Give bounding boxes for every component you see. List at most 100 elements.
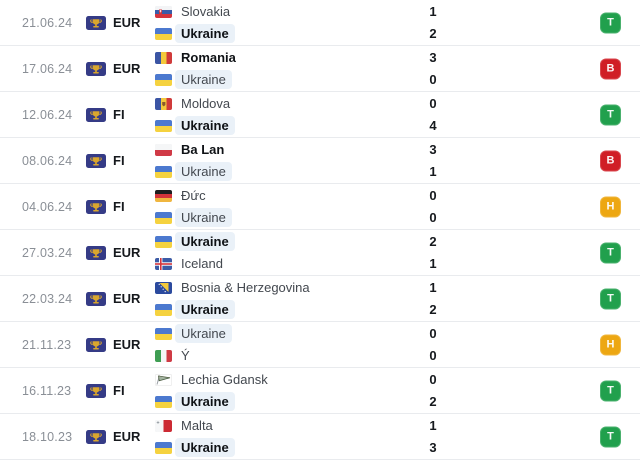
team-line: Ukraine 1: [155, 162, 441, 182]
team-score: 1: [429, 418, 437, 433]
team-name: Malta: [181, 418, 213, 433]
team-name: Ukraine: [175, 232, 235, 251]
team-line: Ukraine 0: [155, 324, 441, 344]
team-lines: Ukraine 2 Iceland 1: [155, 232, 441, 274]
romania-flag-icon: [155, 51, 172, 64]
match-date: 17.06.24: [22, 61, 73, 76]
ukraine-flag-icon: [155, 441, 172, 454]
team-lines: Đức 0 Ukraine 0: [155, 186, 441, 228]
result-badge: B: [600, 58, 621, 79]
team-score: 2: [429, 302, 437, 317]
team-score: 2: [429, 394, 437, 409]
match-date: 08.06.24: [22, 153, 73, 168]
ukraine-flag-icon: [155, 395, 172, 408]
trophy-icon: [86, 153, 106, 168]
trophy-icon: [86, 15, 106, 30]
team-line: Slovakia 1: [155, 2, 441, 22]
result-badge: T: [600, 426, 621, 447]
team-score: 0: [429, 326, 437, 341]
italy-flag-icon: [155, 349, 172, 362]
result-badge: H: [600, 334, 621, 355]
ukraine-flag-icon: [155, 211, 172, 224]
competition-label: EUR: [113, 429, 141, 444]
competition: EUR: [86, 337, 147, 352]
slovakia-flag-icon: [155, 5, 172, 18]
match-row[interactable]: 18.10.23 EUR Malta 1: [0, 414, 640, 460]
team-name: Đức: [181, 188, 206, 203]
result-badge: T: [600, 242, 621, 263]
result-badge: B: [600, 150, 621, 171]
trophy-icon: [86, 383, 106, 398]
team-lines: Ukraine 0 Ý 0: [155, 324, 441, 366]
match-row[interactable]: 27.03.24 EUR Ukraine 2: [0, 230, 640, 276]
team-line: Lechia Gdansk 0: [155, 370, 441, 390]
match-date: 18.10.23: [22, 429, 73, 444]
team-line: Ukraine 0: [155, 208, 441, 228]
team-score: 2: [429, 26, 437, 41]
competition-label: EUR: [113, 245, 141, 260]
team-score: 0: [429, 372, 437, 387]
match-row[interactable]: 21.06.24 EUR Slovakia 1: [0, 0, 640, 46]
competition: EUR: [86, 15, 147, 30]
result-badge: H: [600, 196, 621, 217]
result-badge: T: [600, 104, 621, 125]
team-score: 0: [429, 188, 437, 203]
ukraine-flag-icon: [155, 165, 172, 178]
team-line: Ukraine 2: [155, 300, 441, 320]
team-line: Iceland 1: [155, 254, 441, 274]
team-score: 0: [429, 96, 437, 111]
result-badge: T: [600, 12, 621, 33]
ukraine-flag-icon: [155, 327, 172, 340]
match-row[interactable]: 22.03.24 EUR Bosnia & Herzegovina 1: [0, 276, 640, 322]
match-row[interactable]: 16.11.23 FI Lechia Gdansk 0: [0, 368, 640, 414]
team-score: 4: [429, 118, 437, 133]
match-row[interactable]: 08.06.24 FI Ba Lan 3: [0, 138, 640, 184]
poland-flag-icon: [155, 143, 172, 156]
ukraine-flag-icon: [155, 27, 172, 40]
competition-label: EUR: [113, 61, 141, 76]
team-score: 3: [429, 440, 437, 455]
match-row[interactable]: 21.11.23 EUR Ukraine 0: [0, 322, 640, 368]
competition: FI: [86, 153, 147, 168]
team-score: 1: [429, 256, 437, 271]
competition-label: EUR: [113, 337, 141, 352]
match-date: 04.06.24: [22, 199, 73, 214]
team-name: Ukraine: [175, 24, 235, 43]
competition: FI: [86, 199, 147, 214]
trophy-icon: [86, 61, 106, 76]
team-name: Lechia Gdansk: [181, 372, 268, 387]
team-lines: Lechia Gdansk 0 Ukraine 2: [155, 370, 441, 412]
match-date: 22.03.24: [22, 291, 73, 306]
lechia-flag-icon: [155, 374, 172, 386]
team-name: Ukraine: [175, 208, 232, 227]
team-name: Ukraine: [175, 438, 235, 457]
team-score: 1: [429, 280, 437, 295]
competition-label: FI: [113, 107, 125, 122]
germany-flag-icon: [155, 189, 172, 202]
team-lines: Bosnia & Herzegovina 1 Ukraine 2: [155, 278, 441, 320]
team-name: Ý: [181, 348, 190, 363]
competition-label: FI: [113, 153, 125, 168]
ukraine-flag-icon: [155, 119, 172, 132]
competition-label: EUR: [113, 291, 141, 306]
match-date: 21.06.24: [22, 15, 73, 30]
team-line: Ukraine 4: [155, 116, 441, 136]
match-row[interactable]: 12.06.24 FI Moldova 0: [0, 92, 640, 138]
team-lines: Ba Lan 3 Ukraine 1: [155, 140, 441, 182]
team-line: Đức 0: [155, 186, 441, 206]
team-name: Moldova: [181, 96, 231, 111]
match-row[interactable]: 17.06.24 EUR Romania 3: [0, 46, 640, 92]
team-line: Romania 3: [155, 48, 441, 68]
team-name: Ukraine: [175, 324, 232, 343]
ukraine-flag-icon: [155, 235, 172, 248]
competition-label: FI: [113, 199, 125, 214]
bosnia-flag-icon: [155, 281, 172, 294]
team-score: 0: [429, 348, 437, 363]
team-lines: Slovakia 1 Ukraine 2: [155, 2, 441, 44]
team-score: 1: [429, 4, 437, 19]
team-lines: Moldova 0 Ukraine 4: [155, 94, 441, 136]
team-score: 1: [429, 164, 437, 179]
team-score: 3: [429, 142, 437, 157]
match-row[interactable]: 04.06.24 FI Đức 0 Uk: [0, 184, 640, 230]
team-score: 2: [429, 234, 437, 249]
